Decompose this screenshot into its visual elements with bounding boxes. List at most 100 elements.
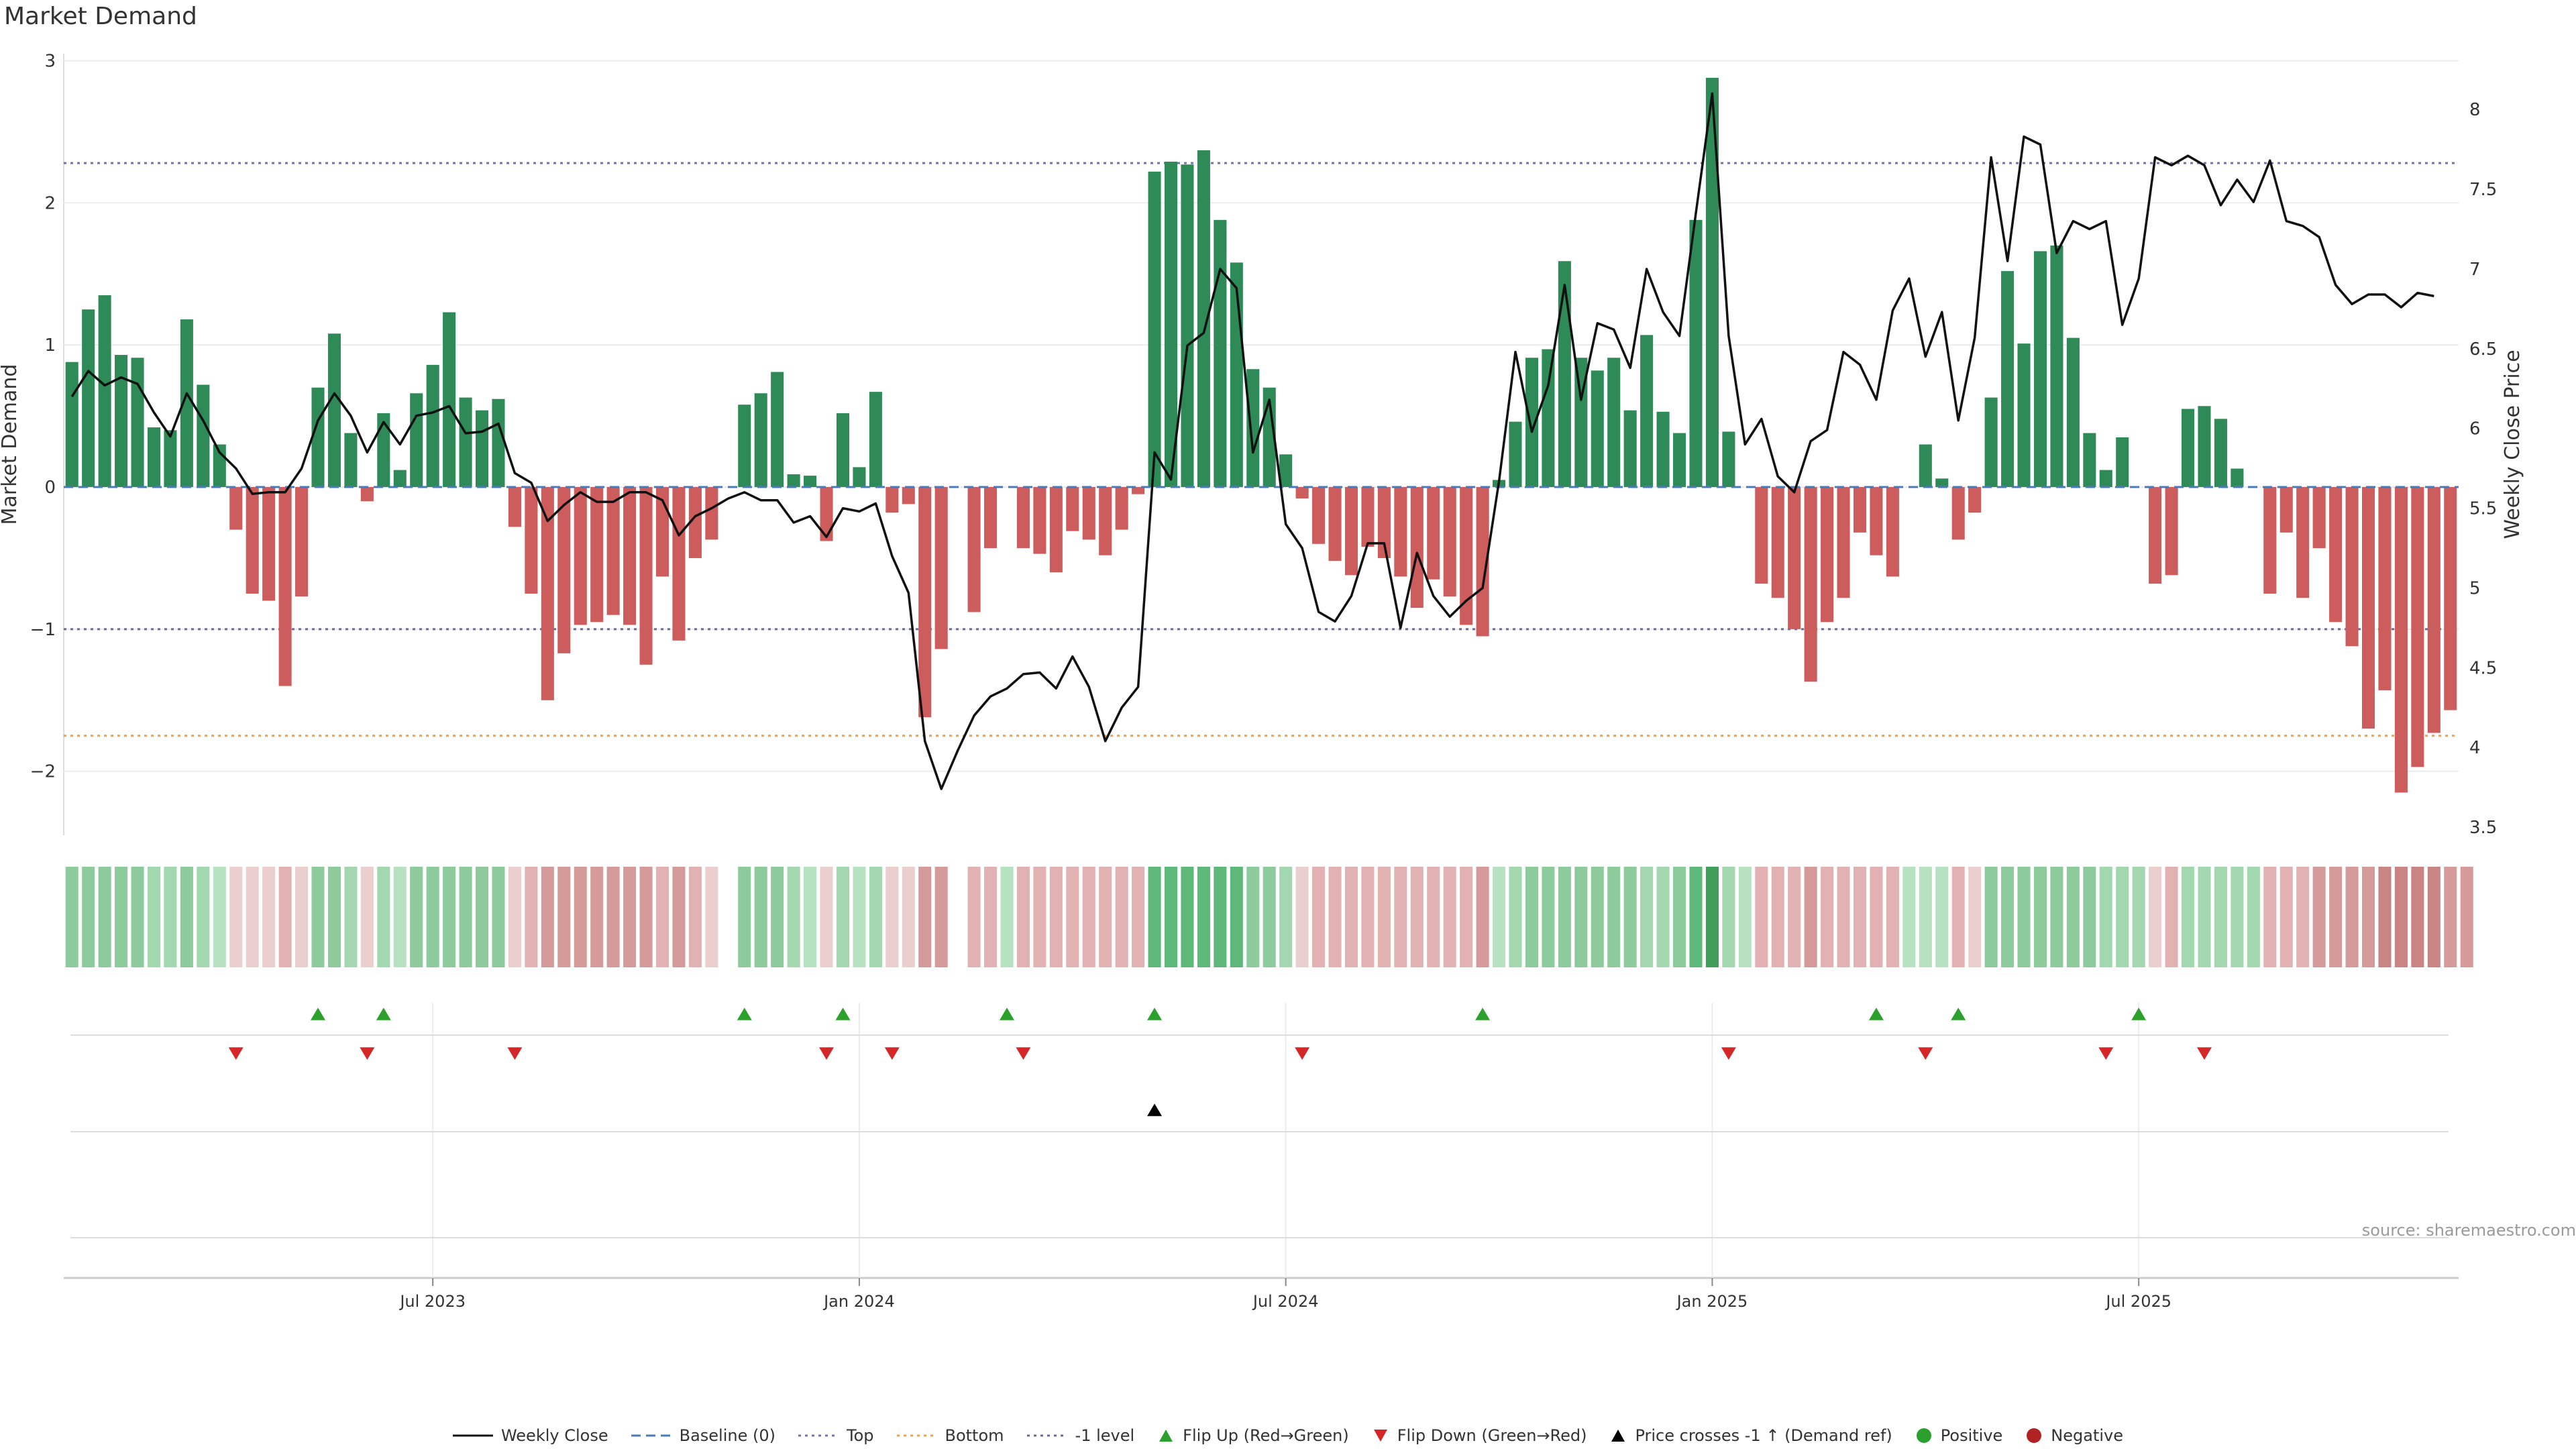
demand-bar (1525, 358, 1538, 488)
demand-bar (1542, 349, 1555, 488)
demand-bar (2050, 245, 2063, 488)
heat-strip-cell (738, 867, 751, 967)
demand-bar (1197, 150, 1210, 488)
demand-bar (1509, 421, 1522, 488)
legend-label: Negative (2051, 1426, 2124, 1445)
flip-up-marker (311, 1008, 326, 1020)
legend-item: Bottom (896, 1426, 1004, 1445)
heat-strip-cell (1377, 867, 1391, 967)
demand-bar (705, 487, 718, 540)
heat-strip-cell (2099, 867, 2112, 967)
heat-strip-cell (1033, 867, 1046, 967)
demand-bar (1788, 487, 1801, 629)
heat-strip-cell (836, 867, 850, 967)
flip-up-marker (1951, 1008, 1966, 1020)
heat-strip-cell (1246, 867, 1260, 967)
y-tick-label: −1 (30, 620, 56, 640)
legend-label: Baseline (0) (679, 1426, 775, 1445)
flip-down-marker (360, 1047, 375, 1060)
demand-bar (869, 392, 882, 488)
heat-strip-cell (2132, 867, 2145, 967)
legend-item: Top (798, 1426, 874, 1445)
demand-bar (1148, 171, 1161, 488)
legend-item: Flip Up (Red→Green) (1157, 1426, 1349, 1445)
flip-up-marker (376, 1008, 391, 1020)
demand-bar (229, 487, 243, 530)
demand-bar (1377, 487, 1391, 558)
demand-bar (639, 487, 653, 665)
demand-bar (2033, 251, 2047, 488)
flip-down-marker (507, 1047, 523, 1060)
demand-bar (65, 362, 78, 488)
legend-key-icon (896, 1434, 937, 1437)
y-axis-label: Market Demand (0, 364, 21, 525)
heat-strip-cell (1148, 867, 1161, 967)
demand-bar (1099, 487, 1112, 555)
heat-strip-cell (2149, 867, 2162, 967)
demand-bar (131, 358, 144, 488)
heat-strip-cell (147, 867, 161, 967)
demand-bar (197, 384, 210, 488)
x-tick-label: Jan 2025 (1676, 1292, 1748, 1311)
heat-strip-cell (393, 867, 407, 967)
heat-strip-cell (311, 867, 325, 967)
y2-tick-label: 8 (2469, 100, 2481, 120)
heat-strip-cell (2394, 867, 2408, 967)
demand-bar (2116, 437, 2129, 488)
demand-bar (1821, 487, 1834, 623)
heat-strip-cell (2296, 867, 2310, 967)
demand-bar (541, 487, 554, 700)
demand-bar (1394, 487, 1407, 577)
demand-bar (1016, 487, 1030, 549)
demand-bar (180, 319, 193, 488)
heat-strip-cell (820, 867, 833, 967)
heat-strip-cell (2345, 867, 2359, 967)
demand-bar (557, 487, 571, 653)
demand-bar (1066, 487, 1079, 531)
demand-bar (525, 487, 538, 594)
legend-item: -1 level (1026, 1426, 1134, 1445)
demand-bar (590, 487, 604, 623)
heat-strip-cell (1099, 867, 1112, 967)
demand-bar (918, 487, 932, 718)
demand-bar (344, 433, 358, 488)
heat-strip-cell (672, 867, 686, 967)
demand-bar (1607, 358, 1621, 488)
legend-item: Price crosses -1 ↑ (Demand ref) (1609, 1426, 1892, 1445)
legend-item: Weekly Close (452, 1426, 608, 1445)
heat-strip-cell (1722, 867, 1735, 967)
demand-bar (934, 487, 948, 649)
heat-strip-cell (1656, 867, 1670, 967)
x-tick-label: Jan 2024 (822, 1292, 895, 1311)
heat-strip-cell (2050, 867, 2063, 967)
heat-strip-cell (2444, 867, 2457, 967)
demand-bar (1984, 397, 1998, 488)
demand-bar (1181, 164, 1194, 488)
heat-strip-cell (1016, 867, 1030, 967)
y2-tick-label: 3.5 (2469, 818, 2497, 838)
demand-bar (885, 487, 899, 513)
heat-strip-cell (344, 867, 358, 967)
heat-strip-cell (2427, 867, 2440, 967)
heat-strip-cell (590, 867, 604, 967)
heat-strip-cell (1328, 867, 1342, 967)
demand-bar (147, 427, 161, 488)
flip-down-marker (819, 1047, 835, 1060)
demand-bar (1804, 487, 1817, 682)
heat-strip-cell (1049, 867, 1063, 967)
y2-tick-label: 5.5 (2469, 499, 2497, 519)
heat-strip-cell (1968, 867, 1982, 967)
flip-down-marker (1918, 1047, 1933, 1060)
demand-bar (754, 393, 767, 488)
legend-item: Negative (2025, 1426, 2123, 1445)
legend-label: Weekly Close (500, 1426, 608, 1445)
x-tick-label: Jul 2023 (398, 1292, 466, 1311)
legend-label: Positive (1940, 1426, 2003, 1445)
heat-strip-cell (475, 867, 489, 967)
demand-bar (2165, 487, 2178, 576)
heat-strip-cell (2378, 867, 2392, 967)
heat-strip-cell (360, 867, 374, 967)
price-cross-marker (1147, 1104, 1163, 1116)
demand-bar (492, 398, 505, 488)
demand-bar (1951, 487, 1965, 540)
